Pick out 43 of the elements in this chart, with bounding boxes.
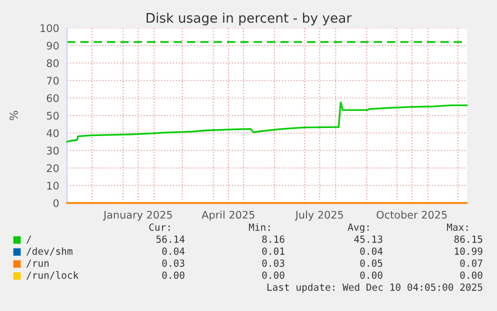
- y-tick-label: 20: [46, 164, 59, 172]
- text: 0.00: [360, 271, 382, 279]
- text: 8.16: [262, 235, 284, 243]
- y-tick-label: 100: [40, 24, 59, 32]
- y-axis-title: %: [9, 110, 18, 120]
- text: 86.15: [454, 235, 482, 243]
- y-tick-label: 60: [46, 94, 59, 102]
- y-tick-label: 70: [46, 76, 59, 85]
- text: 0.05: [360, 259, 382, 267]
- text: 0.00: [262, 271, 284, 279]
- text: 0.00: [460, 271, 482, 279]
- text: 0.00: [162, 271, 184, 279]
- text: Max:: [446, 224, 468, 231]
- text: Avg:: [348, 224, 369, 233]
- text: Min:: [248, 223, 270, 231]
- text: 56.14: [156, 235, 185, 243]
- x-tick-label: October 2025: [376, 210, 447, 219]
- y-tick-label: 40: [46, 129, 59, 138]
- x-tick-label: July 2025: [294, 210, 343, 221]
- text: 45.13: [354, 235, 382, 243]
- text: 0.04: [162, 247, 185, 255]
- text: 0.03: [262, 259, 284, 267]
- text: 0.07: [460, 259, 482, 267]
- y-tick-label: 50: [46, 112, 59, 120]
- text: 0.03: [162, 259, 184, 267]
- text: 0.01: [262, 247, 284, 255]
- text: Cur:: [149, 223, 170, 231]
- text: Last update: Wed Dec 10 04:05:00 2025: [267, 283, 482, 293]
- legend-label: /: [26, 236, 32, 244]
- x-tick-label: April 2025: [202, 210, 254, 221]
- y-tick-label: 30: [46, 146, 59, 155]
- legend-label: /dev/shm: [26, 247, 72, 256]
- y-tick-label: 0: [53, 199, 59, 208]
- chart-title: Disk usage in percent - by year: [146, 12, 352, 26]
- text: 10.99: [454, 247, 482, 255]
- y-tick-label: 10: [47, 182, 59, 190]
- legend-label: /run/lock: [26, 271, 79, 280]
- y-tick-label: 90: [46, 42, 59, 50]
- x-tick-label: January 2025: [102, 210, 172, 221]
- line-series: [66, 102, 468, 143]
- y-tick-label: 80: [46, 59, 59, 68]
- legend-label: /run: [26, 260, 49, 268]
- text: 0.04: [360, 247, 383, 255]
